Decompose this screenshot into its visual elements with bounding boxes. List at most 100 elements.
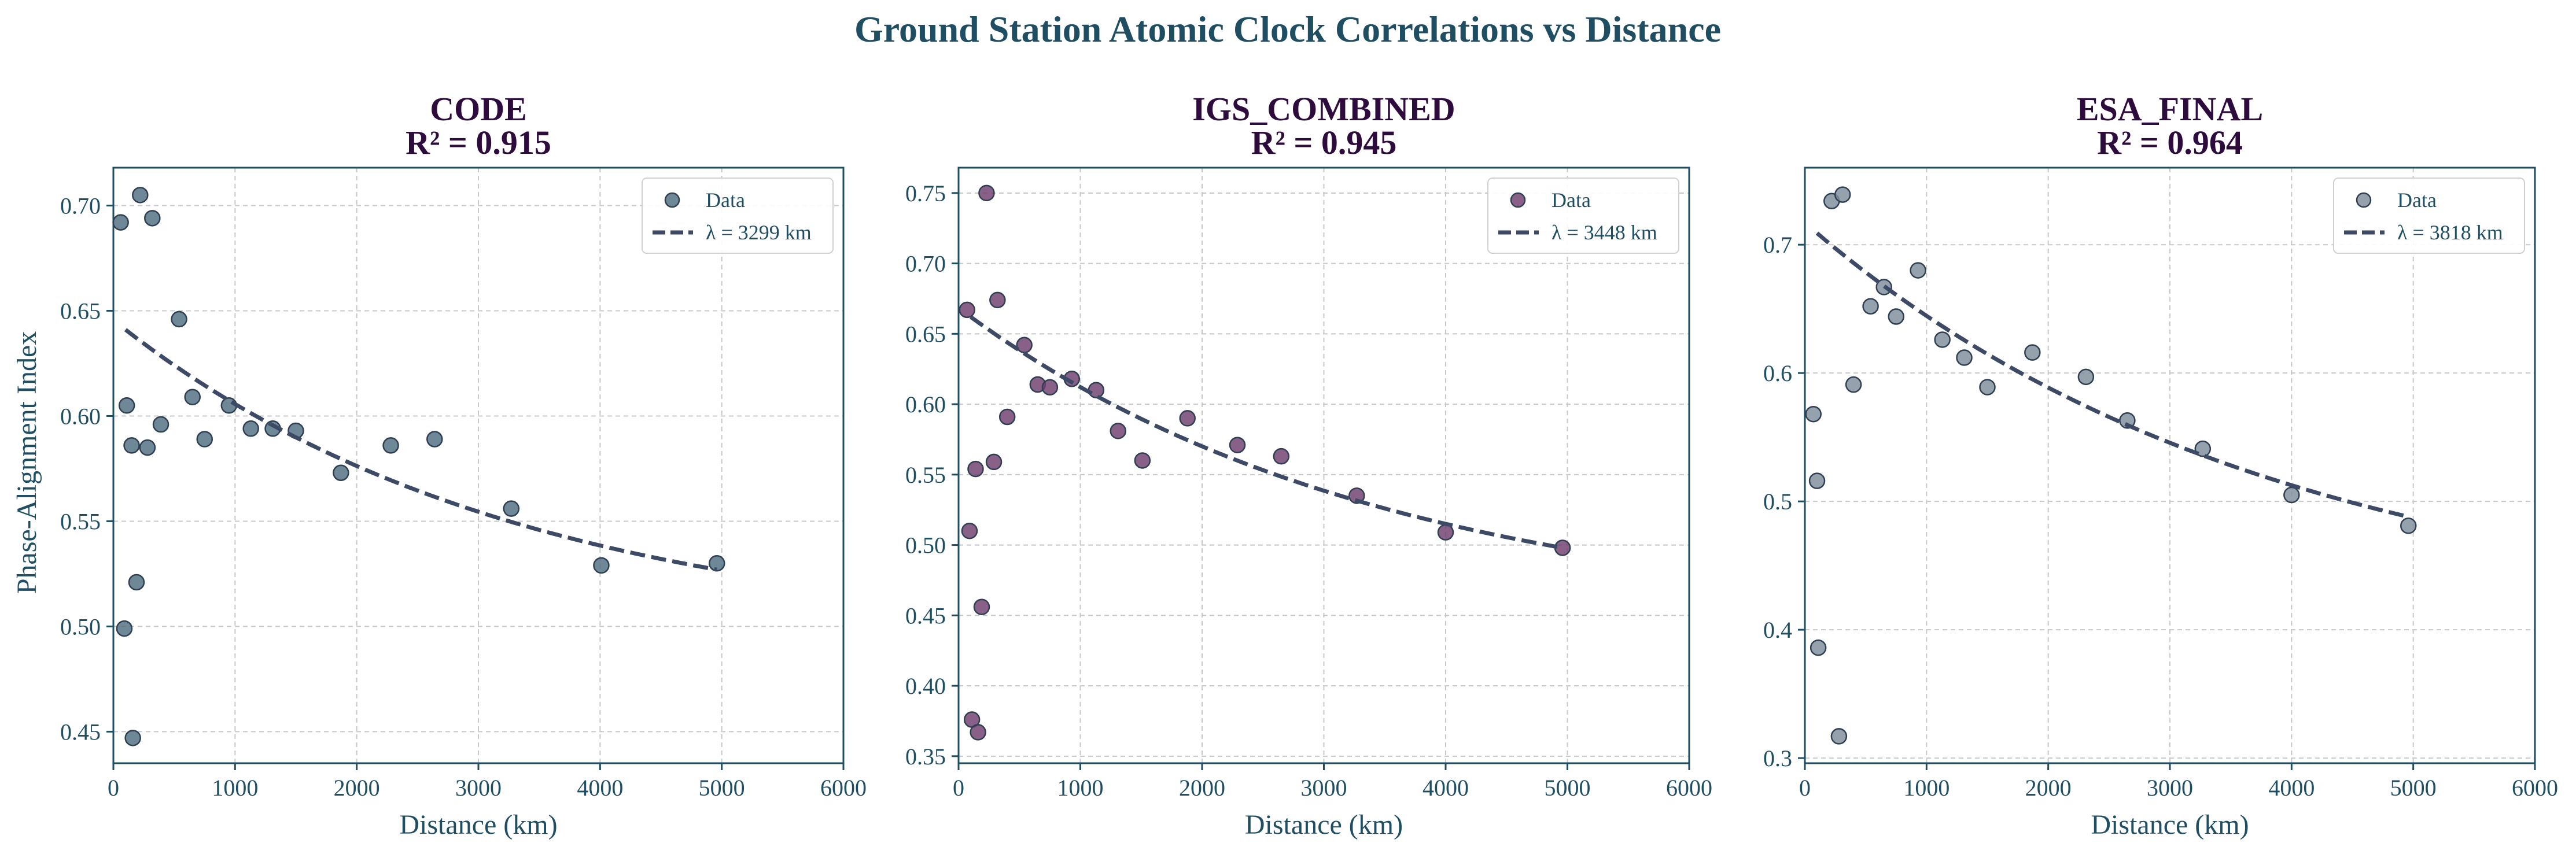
y-tick-label: 0.75	[905, 180, 946, 206]
x-tick-label: 2000	[1179, 775, 1225, 801]
fit-curve	[969, 315, 1563, 550]
y-tick-label: 0.65	[60, 298, 101, 324]
legend-label-data: Data	[1552, 188, 1591, 212]
data-point	[985, 453, 1003, 471]
data-point	[124, 730, 141, 746]
y-tick-label: 0.40	[905, 673, 946, 699]
y-tick-label: 0.55	[905, 462, 946, 488]
x-tick-label: 6000	[1666, 775, 1712, 801]
data-point	[116, 620, 133, 637]
data-point	[2283, 486, 2300, 504]
data-point	[593, 557, 610, 574]
x-tick-label: 1000	[1903, 775, 1949, 801]
data-point	[1845, 376, 1862, 393]
data-point	[1830, 728, 1848, 745]
y-tick-label: 0.45	[905, 602, 946, 629]
x-tick-label: 2000	[2025, 775, 2072, 801]
data-point	[1808, 472, 1826, 489]
legend-label-fit: λ = 3448 km	[1552, 221, 1657, 244]
legend-marker-data	[1510, 192, 1526, 208]
data-point	[2400, 517, 2417, 534]
legend-label-fit: λ = 3299 km	[706, 221, 812, 244]
x-tick-label: 5000	[1545, 775, 1591, 801]
panel-r2: R² = 0.915	[406, 124, 551, 161]
data-point	[1229, 437, 1246, 453]
data-point	[1041, 379, 1059, 396]
legend-marker-data	[664, 192, 680, 208]
data-point	[1805, 405, 1822, 423]
data-point	[184, 389, 201, 405]
x-tick-label: 6000	[2512, 775, 2558, 801]
x-tick-label: 1000	[212, 775, 258, 801]
legend-label-data: Data	[706, 188, 745, 212]
data-point	[242, 420, 259, 437]
panel-r2: R² = 0.964	[2097, 124, 2243, 161]
y-axis-label: Phase-Alignment Index	[12, 331, 42, 594]
y-tick-label: 0.7	[1763, 232, 1792, 258]
data-point	[1088, 382, 1105, 398]
y-tick-label: 0.50	[905, 533, 946, 559]
data-point	[1179, 410, 1196, 427]
data-point	[1834, 186, 1851, 203]
panel-title: IGS_COMBINED	[1192, 90, 1455, 128]
y-tick-label: 0.70	[905, 251, 946, 277]
data-point	[2024, 344, 2041, 361]
data-point	[978, 184, 995, 202]
y-tick-label: 0.70	[60, 193, 101, 219]
x-axis-label: Distance (km)	[2091, 809, 2249, 840]
data-point	[973, 598, 990, 615]
data-point	[171, 310, 187, 328]
data-point	[1110, 423, 1127, 439]
x-tick-label: 4000	[577, 775, 623, 801]
x-axis-label: Distance (km)	[399, 809, 557, 840]
data-point	[2119, 412, 2136, 429]
data-point	[426, 431, 443, 448]
data-point	[1888, 308, 1904, 325]
data-point	[989, 291, 1006, 309]
x-axis-label: Distance (km)	[1245, 809, 1403, 840]
y-tick-label: 0.50	[60, 613, 101, 639]
data-point	[709, 554, 725, 572]
x-tick-label: 3000	[1301, 775, 1347, 801]
data-point	[1016, 337, 1033, 354]
data-point	[1934, 331, 1951, 348]
y-tick-label: 0.55	[60, 508, 101, 534]
x-tick-label: 4000	[1422, 775, 1469, 801]
x-tick-label: 5000	[699, 775, 745, 801]
legend-marker-data	[2356, 192, 2372, 208]
panel-r2: R² = 0.945	[1251, 124, 1397, 161]
data-point	[959, 301, 975, 319]
data-point	[132, 187, 149, 204]
data-point	[112, 214, 129, 231]
data-point	[1134, 452, 1151, 469]
data-point	[128, 574, 145, 591]
data-point	[1810, 639, 1827, 656]
data-point	[503, 500, 520, 517]
y-tick-label: 0.4	[1763, 617, 1792, 643]
y-tick-label: 0.6	[1763, 360, 1792, 386]
data-point	[2077, 368, 2095, 386]
data-point	[1348, 487, 1365, 504]
x-tick-label: 0	[108, 775, 119, 801]
data-point	[1910, 262, 1926, 279]
legend-label-data: Data	[2397, 188, 2437, 212]
figure-title: Ground Station Atomic Clock Correlations…	[854, 9, 1721, 50]
data-point	[123, 437, 140, 454]
data-point	[967, 460, 984, 478]
data-point	[1956, 349, 1973, 366]
data-point	[961, 522, 978, 539]
panel-title: CODE	[430, 90, 527, 128]
y-tick-label: 0.45	[60, 719, 101, 745]
fit-curve	[1815, 231, 2409, 519]
panel-title: ESA_FINAL	[2077, 90, 2263, 128]
x-tick-label: 2000	[334, 775, 380, 801]
data-point	[1273, 448, 1290, 465]
y-tick-label: 0.5	[1763, 489, 1792, 515]
data-point	[152, 416, 169, 433]
data-point	[998, 408, 1016, 426]
fit-curve	[124, 328, 717, 572]
x-tick-label: 6000	[820, 775, 867, 801]
y-tick-label: 0.60	[60, 403, 101, 429]
data-point	[333, 464, 349, 481]
